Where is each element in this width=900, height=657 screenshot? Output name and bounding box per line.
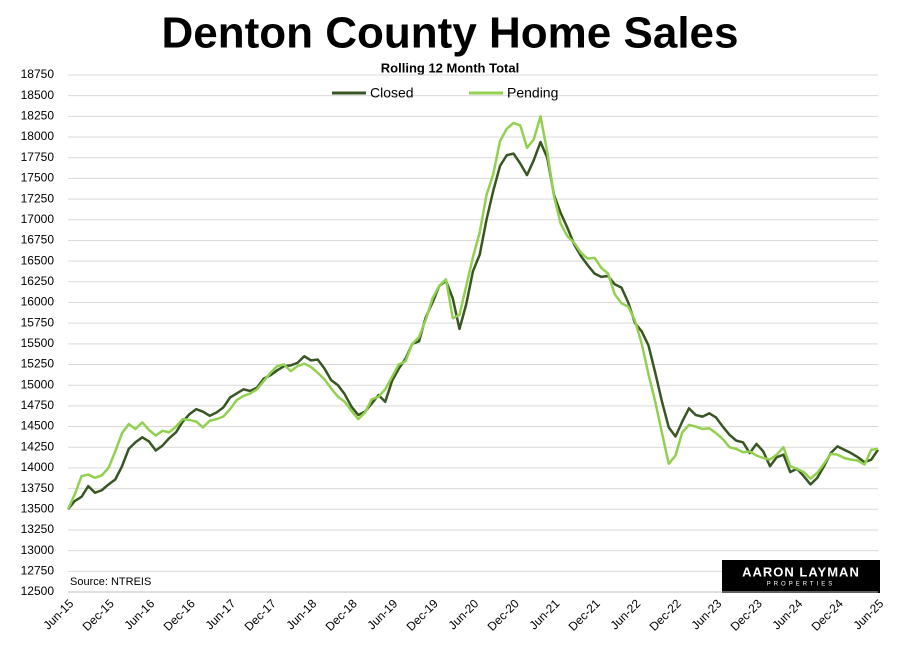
y-tick-label: 14000 bbox=[21, 460, 55, 474]
x-tick-label: Dec-19 bbox=[404, 596, 441, 633]
y-tick-label: 13750 bbox=[21, 481, 55, 495]
y-tick-label: 15500 bbox=[21, 336, 55, 350]
series-line bbox=[67, 140, 880, 511]
series-line bbox=[66, 115, 879, 510]
y-tick-label: 17500 bbox=[21, 171, 55, 185]
y-tick-label: 14250 bbox=[21, 439, 55, 453]
y-tick-label: 14500 bbox=[21, 419, 55, 433]
y-tick-label: 18000 bbox=[21, 129, 55, 143]
y-tick-label: 15000 bbox=[21, 377, 55, 391]
x-tick-label: Jun-24 bbox=[770, 596, 806, 632]
x-tick-label: Dec-22 bbox=[647, 596, 684, 633]
y-tick-label: 17000 bbox=[21, 212, 55, 226]
logo-name: AARON LAYMAN bbox=[742, 564, 860, 579]
x-tick-label: Dec-16 bbox=[161, 596, 198, 633]
legend-label: Closed bbox=[370, 85, 414, 101]
y-tick-label: 13500 bbox=[21, 501, 55, 515]
x-tick-label: Dec-15 bbox=[80, 596, 117, 633]
y-tick-label: 18500 bbox=[21, 88, 55, 102]
logo-tagline: PROPERTIES bbox=[767, 582, 836, 588]
y-tick-label: 15250 bbox=[21, 357, 55, 371]
x-tick-label: Jun-17 bbox=[203, 596, 239, 632]
chart-title: Denton County Home Sales bbox=[162, 9, 739, 58]
x-tick-label: Jun-16 bbox=[122, 596, 158, 632]
source-note: Source: NTREIS bbox=[70, 576, 151, 588]
x-tick-label: Jun-18 bbox=[284, 596, 320, 632]
x-tick-label: Jun-23 bbox=[689, 596, 725, 632]
y-tick-label: 14750 bbox=[21, 398, 55, 412]
x-tick-label: Dec-21 bbox=[566, 596, 603, 633]
x-tick-label: Dec-20 bbox=[485, 596, 522, 633]
y-tick-label: 12500 bbox=[21, 584, 55, 598]
x-tick-label: Dec-23 bbox=[728, 596, 765, 633]
x-tick-label: Jun-20 bbox=[446, 596, 482, 632]
logo-box bbox=[722, 560, 880, 593]
y-tick-label: 18750 bbox=[21, 67, 55, 81]
x-tick-label: Dec-18 bbox=[323, 596, 360, 633]
x-tick-label: Dec-24 bbox=[809, 596, 846, 633]
y-tick-label: 16750 bbox=[21, 233, 55, 247]
x-tick-label: Dec-17 bbox=[242, 596, 279, 633]
y-tick-label: 16500 bbox=[21, 253, 55, 267]
y-tick-label: 13000 bbox=[21, 543, 55, 557]
y-tick-label: 15750 bbox=[21, 315, 55, 329]
chart-subtitle: Rolling 12 Month Total bbox=[381, 60, 519, 75]
y-tick-label: 12750 bbox=[21, 563, 55, 577]
x-tick-label: Jun-25 bbox=[851, 596, 887, 632]
legend-label: Pending bbox=[507, 85, 558, 101]
y-tick-label: 17250 bbox=[21, 191, 55, 205]
y-tick-label: 16000 bbox=[21, 295, 55, 309]
y-tick-label: 18250 bbox=[21, 109, 55, 123]
y-tick-label: 17750 bbox=[21, 150, 55, 164]
x-tick-label: Jun-21 bbox=[527, 596, 563, 632]
x-tick-label: Jun-19 bbox=[365, 596, 401, 632]
y-tick-label: 13250 bbox=[21, 522, 55, 536]
x-tick-label: Jun-22 bbox=[608, 596, 644, 632]
y-tick-label: 16250 bbox=[21, 274, 55, 288]
x-tick-label: Jun-15 bbox=[41, 596, 77, 632]
